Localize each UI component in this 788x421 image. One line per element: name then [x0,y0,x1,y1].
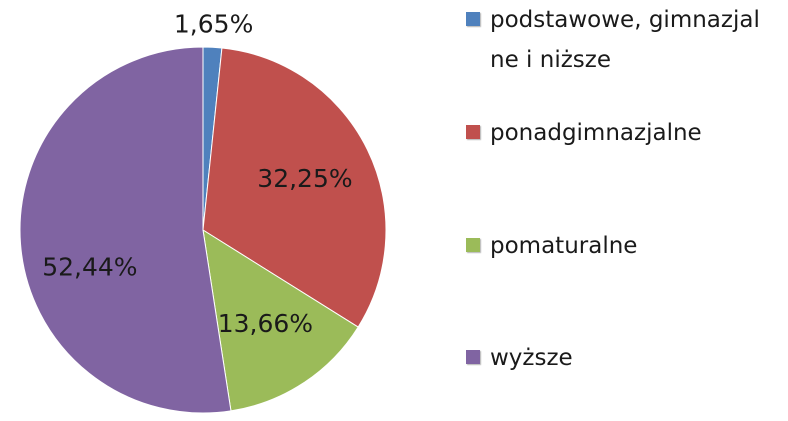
legend-swatch [466,125,480,139]
legend-item: wyższe [466,338,788,378]
legend-item: ponadgimnazjalne [466,113,788,153]
pie-slice [19,46,232,414]
pie-slice [202,47,387,328]
legend-label: wyższe [490,345,573,371]
data-label: 1,65% [174,9,253,38]
pie-slice [202,228,359,412]
pie-area: 1,65% 32,25% 13,66% 52,44% [19,9,387,414]
legend-swatch [466,238,480,252]
legend-item: pomaturalne [466,226,788,266]
legend-swatch [466,350,480,364]
data-label: 52,44% [42,253,137,282]
legend-item: podstawowe, gimnazjalne i niższe [466,0,788,80]
data-label: 32,25% [257,164,352,193]
legend-label: pomaturalne [490,233,638,259]
legend-swatch [466,12,480,26]
legend-label: podstawowe, gimnazjalne i niższe [490,7,760,73]
legend-label: ponadgimnazjalne [490,120,702,146]
data-label: 13,66% [218,309,313,338]
